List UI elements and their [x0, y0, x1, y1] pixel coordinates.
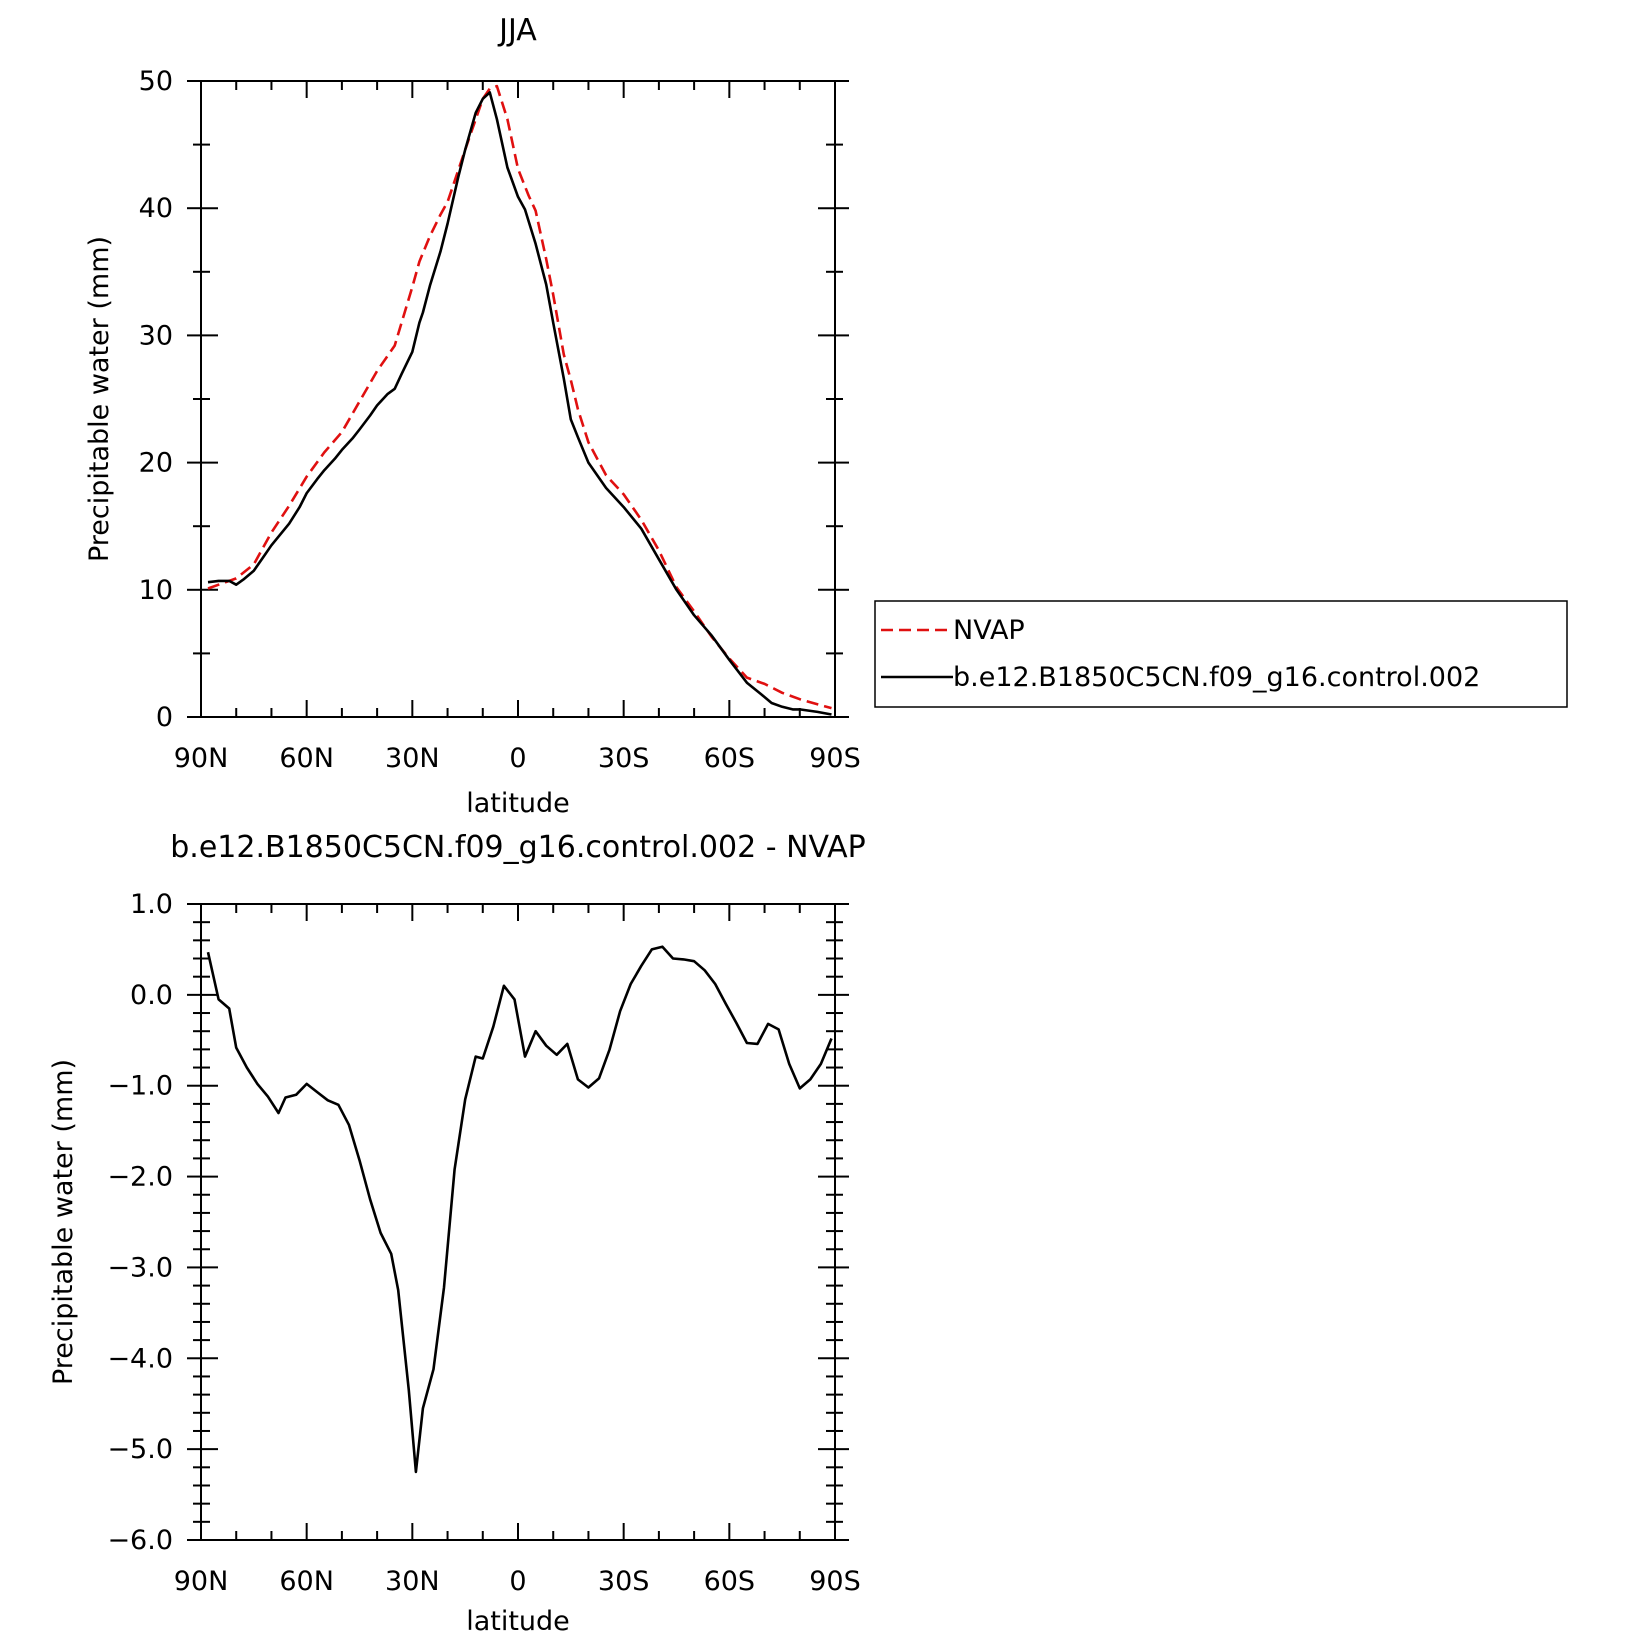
top-x-tick-label: 60S: [704, 743, 756, 774]
bottom-plot-series: [206, 945, 833, 1474]
top-series-line-1: [207, 91, 832, 716]
top-plot-y-axis-label: Precipitable water (mm): [84, 236, 115, 562]
top-y-tick-label: 30: [139, 320, 173, 351]
top-y-tick-label: 40: [139, 193, 173, 224]
bottom-x-tick-label: 90S: [809, 1566, 861, 1597]
top-plot-frame: [200, 80, 836, 718]
top-x-tick-label: 90N: [174, 743, 229, 774]
bottom-x-tick-label: 90N: [174, 1566, 229, 1597]
bottom-y-tick-label: −4.0: [107, 1343, 173, 1374]
bottom-x-tick-label: 60S: [704, 1566, 756, 1597]
bottom-series-line-0: [206, 945, 833, 1474]
legend-box: [874, 600, 1568, 708]
bottom-x-tick-label: 30N: [385, 1566, 440, 1597]
legend-label-model: b.e12.B1850C5CN.f09_g16.control.002: [953, 662, 1480, 693]
bottom-y-tick-label: −6.0: [107, 1525, 173, 1556]
top-x-tick-label: 90S: [809, 743, 861, 774]
top-plot-axes: 90N 60N 30N 0 30S 60S 90S 0 10 20 30 40 50: [139, 66, 861, 774]
bottom-y-tick-label: −5.0: [107, 1434, 173, 1465]
bottom-plot-y-axis-label: Precipitable water (mm): [48, 1059, 79, 1385]
bottom-y-tick-label: 1.0: [130, 889, 173, 920]
bottom-plot-title: b.e12.B1850C5CN.f09_g16.control.002 - NV…: [170, 830, 865, 865]
bottom-plot-frame: [200, 903, 836, 1541]
top-plot-series: [207, 84, 832, 716]
bottom-x-tick-label: 60N: [279, 1566, 334, 1597]
top-y-tick-label: 20: [139, 448, 173, 479]
bottom-x-tick-label: 0: [509, 1566, 526, 1597]
top-y-tick-label: 10: [139, 575, 173, 606]
bottom-plot: b.e12.B1850C5CN.f09_g16.control.002 - NV…: [48, 830, 866, 1631]
top-y-tick-label: 50: [139, 66, 173, 97]
top-plot-x-axis-label: latitude: [466, 788, 570, 819]
bottom-x-tick-label: 30S: [598, 1566, 650, 1597]
top-y-tick-label: 0: [156, 702, 173, 733]
bottom-y-tick-label: 0.0: [130, 980, 173, 1011]
bottom-plot-axes: 90N 60N 30N 0 30S 60S 90S 1.0 0.0 −1.0 −2.0 −3.0 −4.…: [107, 889, 860, 1597]
top-x-tick-label: 30N: [385, 743, 440, 774]
bottom-plot-x-axis-label: latitude: [466, 1606, 570, 1631]
top-plot-title: JJA: [497, 13, 537, 48]
bottom-y-tick-label: −2.0: [107, 1162, 173, 1193]
top-x-tick-label: 30S: [598, 743, 650, 774]
top-plot: JJA 90N 60N 30N 0 30S 60S 90S 0 10 20 30 40 50 latit…: [84, 13, 861, 819]
bottom-y-tick-label: −1.0: [107, 1071, 173, 1102]
top-series-line-0: [207, 84, 832, 710]
legend: NVAP b.e12.B1850C5CN.f09_g16.control.002: [874, 600, 1568, 708]
bottom-y-tick-label: −3.0: [107, 1252, 173, 1283]
top-x-tick-label: 0: [509, 743, 526, 774]
top-x-tick-label: 60N: [279, 743, 334, 774]
legend-label-nvap: NVAP: [953, 615, 1025, 646]
